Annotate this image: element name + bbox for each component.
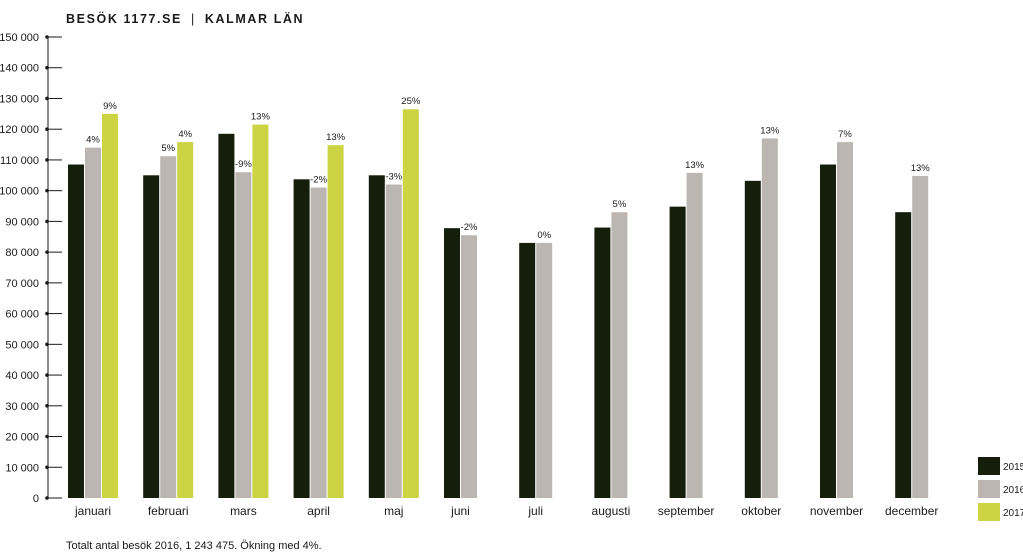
data-label-2016-maj: -3% <box>385 172 402 183</box>
legend-swatch-2016 <box>978 480 1000 498</box>
bar-2017-april <box>327 145 344 498</box>
legend-swatch-2017 <box>978 503 1000 521</box>
bar-2016-april <box>310 187 327 499</box>
y-tick-label: 70 000 <box>5 278 39 290</box>
chart-title: BESÖK 1177.SE | KALMAR LÄN <box>66 12 304 26</box>
bar-2016-november <box>837 142 853 498</box>
data-label-2016-december: 13% <box>911 163 931 174</box>
x-tick-label: augusti <box>592 504 631 518</box>
y-tick-label: 100 000 <box>0 186 39 198</box>
y-tick-label: 60 000 <box>5 309 39 321</box>
y-tick-label: 140 000 <box>0 63 39 75</box>
bar-2015-maj <box>368 175 385 499</box>
y-tick-label: 10 000 <box>5 462 39 474</box>
bars <box>68 109 929 499</box>
bar-2016-januari <box>85 147 101 498</box>
y-tick-label: 110 000 <box>0 155 39 167</box>
x-tick-label: april <box>307 504 330 518</box>
x-tick-label: juni <box>450 504 470 518</box>
data-label-2017-mars: 13% <box>251 112 271 123</box>
y-tick-label: 0 <box>33 493 39 505</box>
bar-2016-mars <box>235 172 252 498</box>
y-tick-label: 30 000 <box>5 401 39 413</box>
data-label-2016-augusti: 5% <box>613 199 627 210</box>
x-tick-label: mars <box>230 504 257 518</box>
bar-2015-november <box>820 164 836 498</box>
bar-2017-februari <box>177 142 194 498</box>
bar-2015-mars <box>218 133 235 498</box>
y-tick-label: 150 000 <box>0 32 39 44</box>
bar-2015-oktober <box>744 180 761 498</box>
x-tick-label: januari <box>74 504 111 518</box>
bar-2015-april <box>293 179 310 498</box>
data-label-2016-september: 13% <box>685 160 705 171</box>
chart-title-main: BESÖK 1177.SE <box>66 12 182 26</box>
bar-2016-juli <box>536 242 553 498</box>
data-label-2016-april: -2% <box>310 175 327 186</box>
legend-swatch-2015 <box>978 457 1000 475</box>
data-label-2017-februari: 4% <box>178 129 192 140</box>
bar-2016-februari <box>160 156 177 498</box>
y-tick-label: 80 000 <box>5 247 39 259</box>
bar-2016-maj <box>385 184 402 498</box>
y-tick-label: 40 000 <box>5 370 39 382</box>
data-label-2017-maj: 25% <box>401 96 421 107</box>
y-tick-label: 90 000 <box>5 216 39 228</box>
bar-2015-augusti <box>594 227 611 498</box>
bar-2016-december <box>912 175 929 498</box>
x-tick-label: maj <box>384 504 403 518</box>
data-label-2016-juli: 0% <box>537 230 551 241</box>
bar-2016-juni <box>461 235 477 499</box>
y-tick-label: 120 000 <box>0 124 39 136</box>
legend: 2015 2016 2017 <box>978 457 1023 521</box>
x-tick-label: oktober <box>741 504 781 518</box>
data-label-2017-april: 13% <box>326 132 346 143</box>
bar-2015-januari <box>68 164 84 498</box>
x-axis: januari februari mars april maj juni juli augus… <box>74 504 938 518</box>
bar-2015-juni <box>444 228 460 499</box>
bar-2016-oktober <box>761 138 778 499</box>
bar-2015-februari <box>143 175 160 499</box>
data-label-2016-mars: -9% <box>235 159 252 170</box>
y-axis: 0 10 000 20 000 30 000 40 000 50 000 60 000 70 … <box>0 32 62 505</box>
data-label-2016-februari: 5% <box>161 143 175 154</box>
data-label-2016-januari: 4% <box>86 135 100 146</box>
y-tick-label: 20 000 <box>5 432 39 444</box>
legend-label-2015: 2015 <box>1003 462 1023 473</box>
y-tick-label: 50 000 <box>5 339 39 351</box>
x-tick-label: september <box>658 504 715 518</box>
y-tick-label: 130 000 <box>0 93 39 105</box>
data-label-2016-november: 7% <box>838 129 852 140</box>
bar-2015-december <box>895 212 912 498</box>
data-label-2016-juni: -2% <box>461 222 478 233</box>
x-tick-label: december <box>885 504 938 518</box>
bar-2016-augusti <box>611 212 628 498</box>
bar-2016-september <box>686 172 703 498</box>
legend-label-2016: 2016 <box>1003 485 1023 496</box>
bar-2017-januari <box>102 113 118 498</box>
x-tick-label: november <box>810 504 863 518</box>
bar-2015-september <box>669 206 686 498</box>
bar-2015-juli <box>519 242 536 498</box>
chart-title-region: KALMAR LÄN <box>204 12 305 26</box>
title-separator: | <box>191 12 196 26</box>
x-tick-label: juli <box>527 504 543 518</box>
x-tick-label: februari <box>148 504 189 518</box>
legend-label-2017: 2017 <box>1003 508 1023 519</box>
data-labels: 4%9%5%4%-9%13%-2%13%-3%25%-2%0%5%13%13% 7… <box>86 96 930 241</box>
data-label-2016-oktober: 13% <box>760 125 780 136</box>
bar-2017-maj <box>402 109 419 499</box>
data-label-2017-januari: 9% <box>103 101 117 112</box>
footnote: Totalt antal besök 2016, 1 243 475. Ökni… <box>66 540 322 552</box>
bar-2017-mars <box>252 124 269 498</box>
